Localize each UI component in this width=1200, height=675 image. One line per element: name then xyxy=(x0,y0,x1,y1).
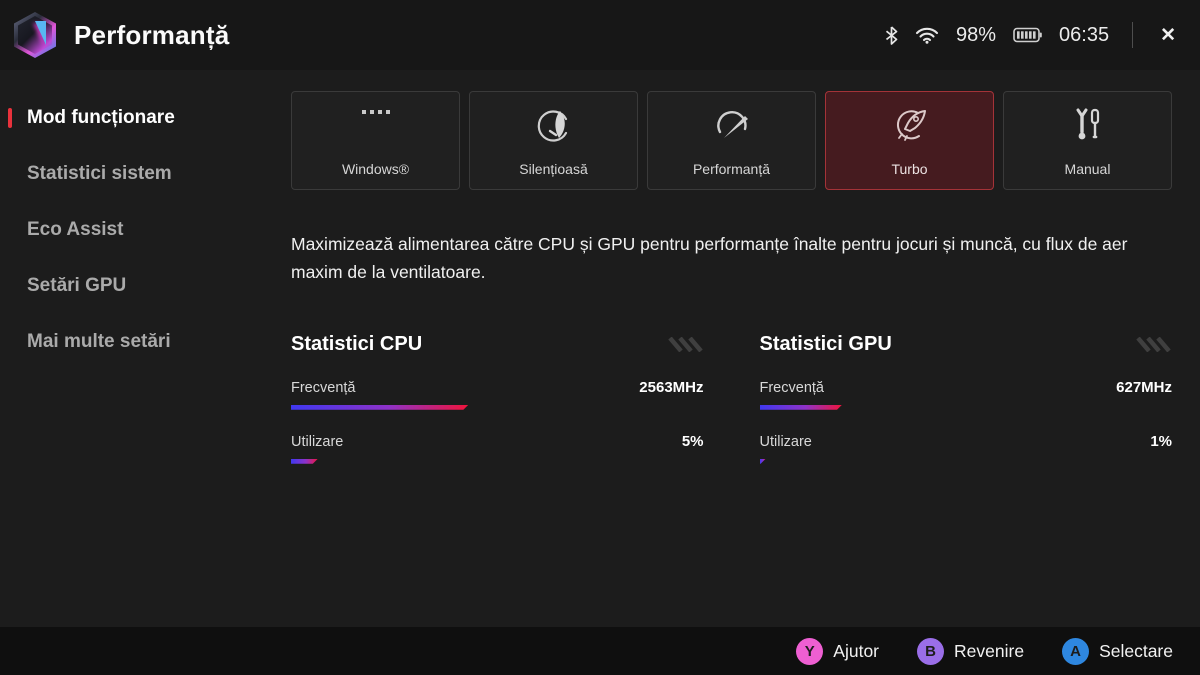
sidebar-item-label: Statistici sistem xyxy=(27,163,172,184)
windows-grid-icon xyxy=(361,110,390,114)
content-area: Windows® Silențioasă xyxy=(291,70,1200,627)
stats-section: Statistici CPU Frecvență 2563MHz Utiliza… xyxy=(291,333,1172,464)
gpu-usage-row: Utilizare 1% xyxy=(759,432,1172,464)
page-title: Performanță xyxy=(74,19,230,50)
gamepad-b-button-icon: B xyxy=(917,637,945,665)
battery-percent: 98% xyxy=(955,23,997,46)
clock: 06:35 xyxy=(1059,23,1110,46)
tools-icon xyxy=(1067,105,1109,147)
sidebar: Mod funcționare Statistici sistem Eco As… xyxy=(0,70,291,627)
mode-label: Performanță xyxy=(692,161,771,177)
sidebar-item-label: Mod funcționare xyxy=(27,107,175,128)
mode-button-performanta[interactable]: Performanță xyxy=(647,91,816,190)
diagonal-stripes-icon xyxy=(1136,336,1171,352)
sidebar-item-mod-functionare[interactable]: Mod funcționare xyxy=(0,90,291,146)
cpu-frequency-bar xyxy=(291,405,468,410)
mode-label: Turbo xyxy=(891,161,928,177)
stat-value: 5% xyxy=(681,432,704,450)
sidebar-item-setari-gpu[interactable]: Setări GPU xyxy=(0,258,291,314)
cpu-stats-title: Statistici CPU xyxy=(291,332,423,355)
stat-label: Utilizare xyxy=(759,433,812,450)
sidebar-item-label: Eco Assist xyxy=(27,219,124,240)
quiet-leaf-icon xyxy=(533,105,575,147)
mode-button-manual[interactable]: Manual xyxy=(1003,91,1172,190)
hint-label: Selectare xyxy=(1099,640,1173,661)
title-bar: Performanță 98% xyxy=(0,0,1200,70)
header-divider xyxy=(1132,22,1134,48)
gpu-usage-bar xyxy=(760,459,766,464)
active-indicator xyxy=(8,108,12,128)
stat-label: Frecvență xyxy=(759,379,824,396)
gauge-icon xyxy=(711,105,753,147)
hint-label: Ajutor xyxy=(833,640,880,661)
mode-label: Windows® xyxy=(341,161,410,177)
cpu-usage-row: Utilizare 5% xyxy=(291,433,704,464)
cpu-stats-panel: Statistici CPU Frecvență 2563MHz Utiliza… xyxy=(291,333,704,464)
select-hint[interactable]: A Selectare xyxy=(1062,637,1173,665)
app-logo-mark xyxy=(24,21,46,45)
gamepad-hint-bar: Y Ajutor B Revenire A Selectare xyxy=(0,627,1200,675)
app-logo-icon xyxy=(14,12,56,58)
gpu-stats-panel: Statistici GPU Frecvență 627MHz Utilizar… xyxy=(759,332,1172,464)
cpu-frequency-row: Frecvență 2563MHz xyxy=(291,379,704,410)
gpu-frequency-row: Frecvență 627MHz xyxy=(759,378,1172,410)
gamepad-a-button-icon: A xyxy=(1062,637,1090,665)
stat-label: Utilizare xyxy=(291,433,344,450)
stat-value: 627MHz xyxy=(1116,378,1172,396)
stat-value: 1% xyxy=(1150,432,1172,450)
gpu-stats-title: Statistici GPU xyxy=(759,332,892,355)
gpu-frequency-bar xyxy=(760,405,843,410)
sidebar-item-eco-assist[interactable]: Eco Assist xyxy=(0,202,291,258)
mode-label: Manual xyxy=(1064,161,1111,177)
mode-button-turbo[interactable]: Turbo xyxy=(825,91,994,190)
mode-button-windows[interactable]: Windows® xyxy=(291,91,460,190)
status-cluster: 98% 06:35 ✕ xyxy=(885,22,1180,49)
rocket-icon xyxy=(888,105,932,147)
back-hint[interactable]: B Revenire xyxy=(917,637,1025,665)
mode-button-silentioasa[interactable]: Silențioasă xyxy=(469,91,638,190)
mode-selector: Windows® Silențioasă xyxy=(291,91,1172,190)
cpu-usage-bar xyxy=(291,459,318,464)
bluetooth-icon xyxy=(885,25,898,45)
wifi-icon xyxy=(915,26,939,44)
hint-label: Revenire xyxy=(954,640,1025,661)
mode-label: Silențioasă xyxy=(519,161,588,177)
diagonal-stripes-icon xyxy=(667,336,703,352)
stat-value: 2563MHz xyxy=(639,378,704,396)
battery-icon xyxy=(1013,27,1042,43)
gamepad-y-button-icon: Y xyxy=(796,637,824,665)
sidebar-item-label: Setări GPU xyxy=(27,275,127,296)
sidebar-item-mai-multe-setari[interactable]: Mai multe setări xyxy=(0,314,291,370)
close-icon[interactable]: ✕ xyxy=(1160,24,1176,46)
sidebar-item-label: Mai multe setări xyxy=(27,331,171,352)
help-hint[interactable]: Y Ajutor xyxy=(796,637,880,665)
stat-label: Frecvență xyxy=(291,379,356,396)
sidebar-item-statistici-sistem[interactable]: Statistici sistem xyxy=(0,146,291,202)
mode-description: Maximizează alimentarea către CPU și GPU… xyxy=(291,234,1128,283)
